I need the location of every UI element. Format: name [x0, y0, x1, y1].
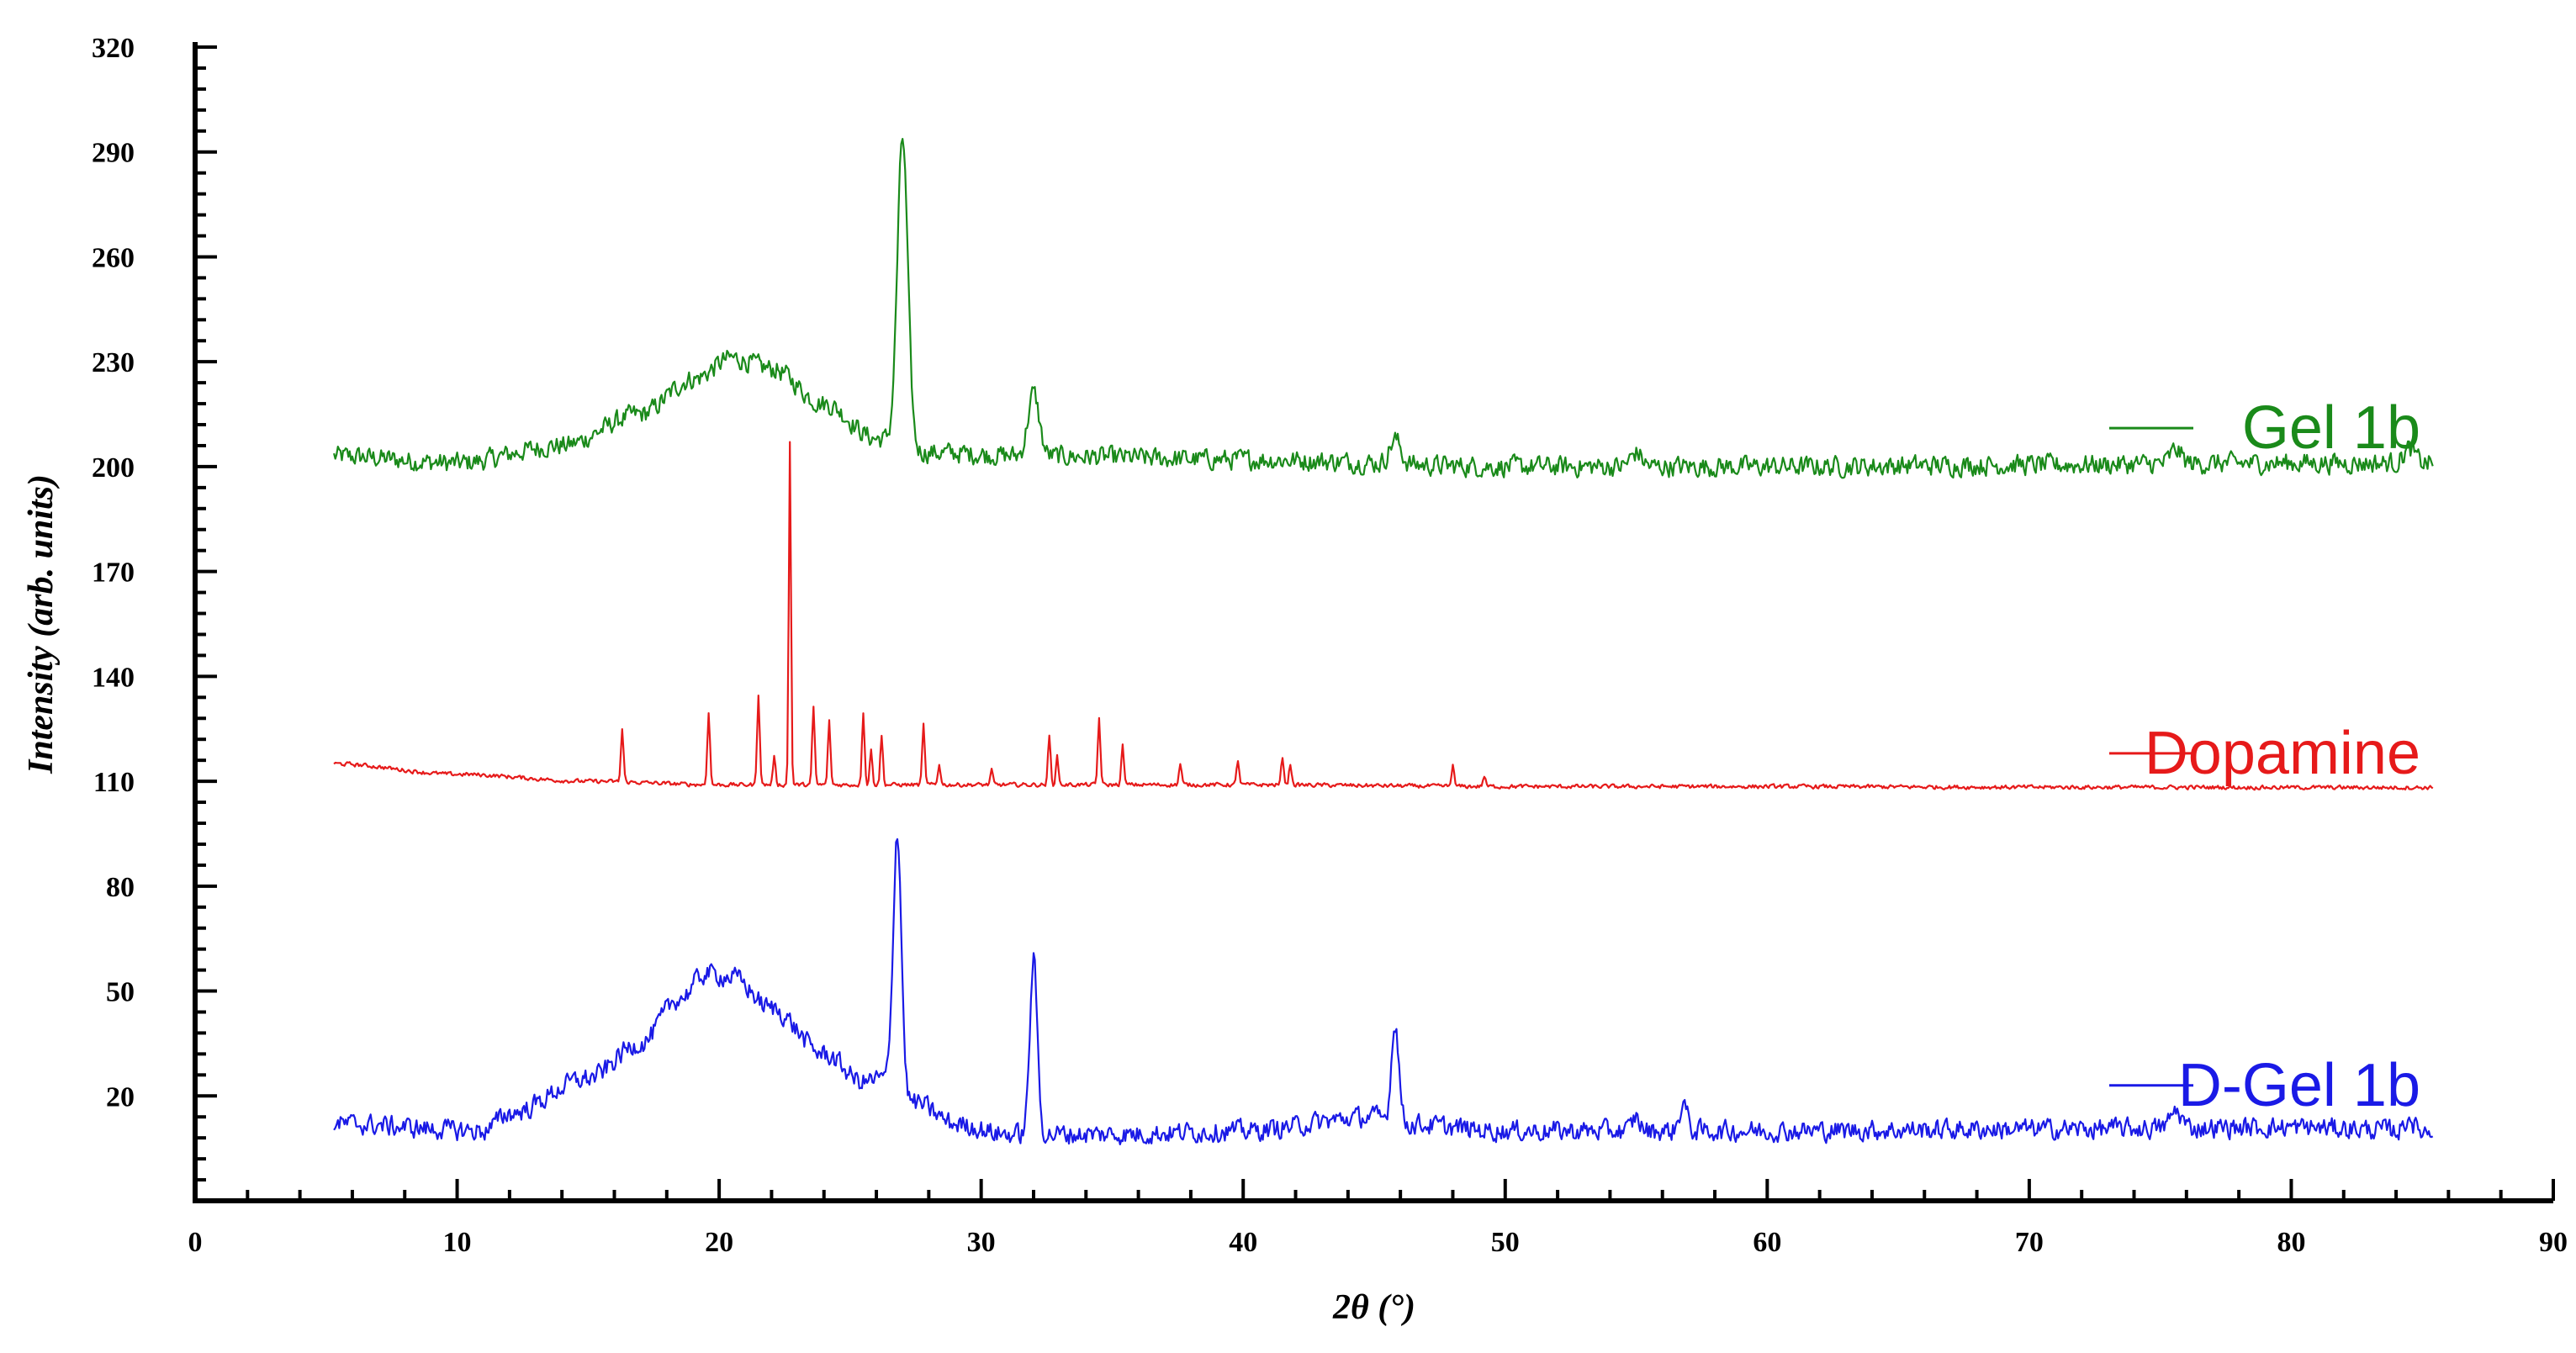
y-tick-label: 50 — [106, 977, 135, 1008]
y-axis-title: Intensity (arb. units) — [22, 474, 61, 774]
legend-label: Gel 1b — [2242, 394, 2420, 462]
x-tick-label: 20 — [705, 1227, 733, 1258]
x-tick-label: 80 — [2277, 1227, 2305, 1258]
x-axis-title: 2θ (°) — [1332, 1288, 1415, 1327]
y-tick-label: 110 — [93, 767, 135, 798]
x-tick-label: 60 — [1753, 1227, 1781, 1258]
y-tick-label: 200 — [92, 452, 135, 484]
x-tick-label: 10 — [443, 1227, 472, 1258]
x-tick-label: 40 — [1229, 1227, 1257, 1258]
x-tick-label: 70 — [2015, 1227, 2044, 1258]
x-axis-ticks: 0 10 20 30 40 50 60 70 80 90 — [188, 1179, 2568, 1258]
y-tick-label: 230 — [92, 347, 135, 378]
y-tick-label: 170 — [92, 558, 135, 589]
series-line-1 — [333, 138, 2434, 479]
x-tick-label: 50 — [1491, 1227, 1520, 1258]
x-tick-label: 90 — [2539, 1227, 2568, 1258]
legend-label: D-Gel 1b — [2178, 1052, 2420, 1119]
y-tick-label: 20 — [106, 1081, 135, 1113]
legend-label: Dopamine — [2145, 720, 2420, 787]
y-tick-label: 80 — [106, 872, 135, 903]
axes: 0 10 20 30 40 50 60 70 80 90 20 50 80 110 140 170 200 23… — [92, 33, 2568, 1258]
x-tick-label: 30 — [967, 1227, 996, 1258]
x-tick-label: 0 — [188, 1227, 203, 1258]
y-axis-ticks: 20 50 80 110 140 170 200 230 260 290 320 — [92, 33, 217, 1202]
series-line-2 — [333, 441, 2434, 791]
y-tick-label: 320 — [92, 33, 135, 64]
y-tick-label: 260 — [92, 242, 135, 273]
series-layer — [333, 138, 2434, 1145]
legend: Gel 1b Dopamine D-Gel 1b — [2109, 394, 2420, 1119]
y-tick-label: 290 — [92, 138, 135, 169]
series-line-3 — [333, 838, 2434, 1145]
y-tick-label: 140 — [92, 662, 135, 693]
